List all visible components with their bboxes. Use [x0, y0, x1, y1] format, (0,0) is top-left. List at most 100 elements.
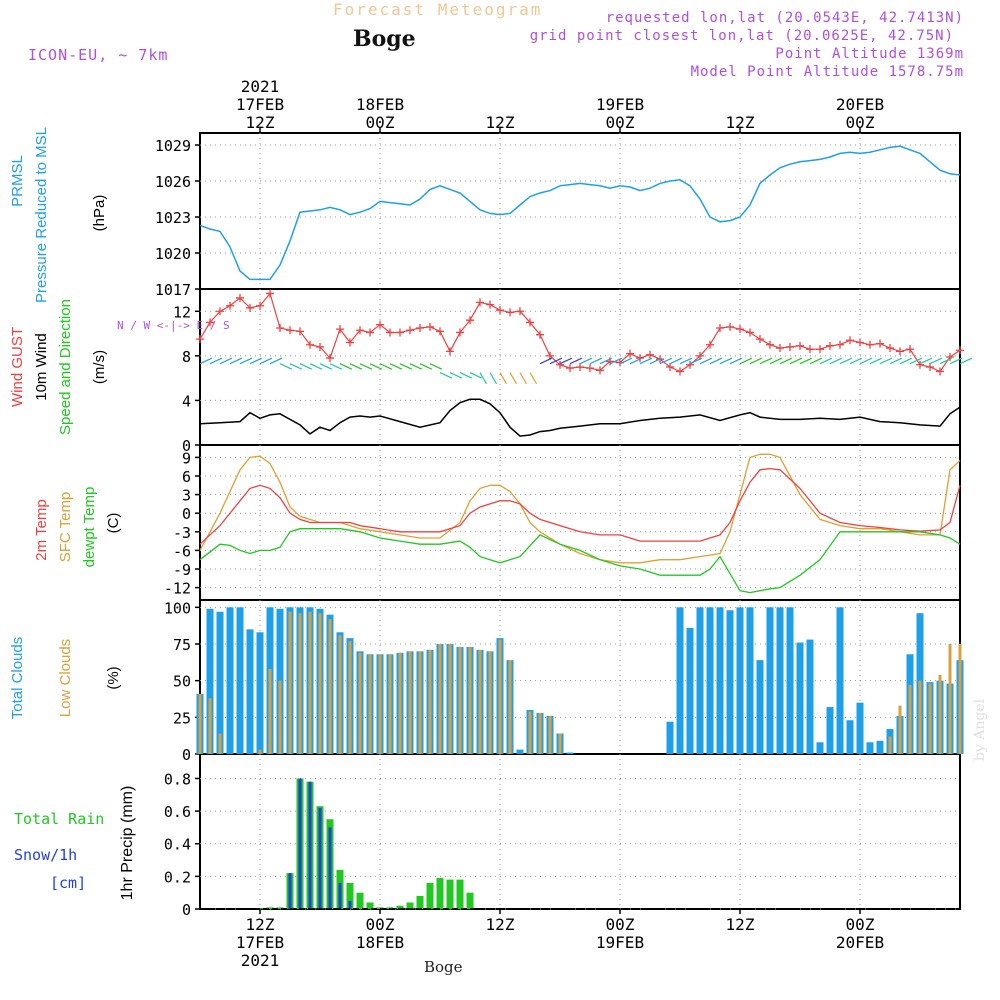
low-clouds-bar: [268, 668, 272, 754]
wind-arrow: [869, 357, 883, 365]
low-clouds-bar: [298, 613, 302, 754]
total-clouds-bar: [676, 607, 684, 754]
gust-marker: [886, 344, 894, 353]
wind-arrow: [719, 357, 733, 365]
rain-bar: [276, 907, 284, 909]
x-tick-label-bottom: 12Z: [726, 915, 755, 934]
low-clouds-bar: [378, 654, 382, 754]
requested-location: requested lon,lat (20.0543E, 42.7413N): [605, 10, 964, 26]
wind-arrow: [269, 357, 283, 365]
low-clouds-bar: [208, 698, 212, 754]
legend-snow: Snow/1h: [14, 846, 77, 864]
x-tick-label-top: 00Z: [366, 113, 395, 132]
y-tick-label: 1017: [155, 281, 191, 299]
x-tick-label-bottom: 00Z: [846, 915, 875, 934]
y-tick-label: 0.6: [164, 803, 191, 821]
ylabel-wind-gust: Wind GUST: [9, 327, 26, 407]
gust-marker: [296, 327, 304, 336]
wind-arrow: [429, 363, 443, 370]
wind-arrow: [899, 357, 913, 365]
y-tick-label: 1026: [155, 173, 191, 191]
snow-bar: [348, 900, 352, 909]
ylabel-percent: (%): [105, 666, 122, 689]
gust-marker: [196, 335, 204, 344]
gust-marker: [596, 366, 604, 375]
wind-arrow: [859, 357, 873, 365]
wind-arrow: [569, 357, 583, 365]
gust-marker: [646, 350, 654, 359]
rain-bar: [436, 878, 444, 909]
x-tick-label-top: 12Z: [486, 113, 515, 132]
gust-marker: [306, 340, 314, 349]
series-wind-gust: [199, 292, 961, 373]
y-tick-label: 0: [182, 746, 191, 764]
gust-marker: [516, 307, 524, 316]
wind-arrow: [779, 357, 793, 365]
y-tick-label: 0.2: [164, 868, 191, 886]
ylabel-sfc-temp: SFC Temp: [57, 492, 74, 563]
gust-marker: [756, 335, 764, 344]
low-clouds-bar: [198, 693, 202, 754]
low-clouds-bar: [468, 646, 472, 754]
wind-arrow: [909, 357, 923, 365]
total-clouds-bar: [696, 607, 704, 754]
total-clouds-bar: [856, 702, 864, 754]
panel-1: 1017 1020 1023 1026 1029: [155, 132, 961, 299]
y-tick-label: 75: [173, 636, 191, 654]
gust-marker: [346, 338, 354, 347]
panel-2: 0 4 8 12: [173, 288, 961, 455]
low-clouds-bar: [528, 711, 532, 754]
total-clouds-bar: [736, 607, 744, 754]
low-clouds-bar: [458, 646, 462, 754]
rain-bar: [426, 882, 434, 909]
wind-arrow: [219, 357, 233, 365]
legend-total-rain: Total Rain: [14, 810, 104, 828]
wind-arrow: [659, 357, 673, 365]
wind-arrow: [479, 372, 488, 385]
ylabel-total-clouds: Total Clouds: [9, 637, 26, 720]
rain-bar: [356, 892, 364, 909]
total-clouds-bar: [846, 720, 854, 754]
wind-arrow: [649, 357, 663, 365]
wind-arrow: [729, 357, 743, 365]
y-tick-label: -9: [173, 561, 191, 579]
gust-marker: [686, 360, 694, 369]
series-sfc-temp: [199, 453, 961, 564]
y-tick-label: 6: [182, 468, 191, 486]
y-tick-label: 50: [173, 673, 191, 691]
wind-arrow: [449, 372, 463, 379]
gust-marker: [446, 347, 454, 356]
wind-arrow: [699, 357, 713, 365]
gust-marker: [876, 339, 884, 348]
total-clouds-bar: [766, 607, 774, 754]
gust-marker: [396, 328, 404, 337]
low-clouds-bar: [438, 644, 442, 754]
low-clouds-bar: [898, 705, 902, 754]
y-tick-label: 0.8: [164, 770, 191, 788]
y-tick-label: -3: [173, 524, 191, 542]
gust-marker: [896, 347, 904, 356]
snow-bar: [338, 882, 342, 909]
x-tick-label-top: 00Z: [846, 113, 875, 132]
gust-marker: [356, 326, 364, 335]
total-clouds-bar: [666, 721, 674, 754]
ylabel-pressure: Pressure Reduced to MSL: [33, 127, 50, 303]
wind-arrow: [459, 372, 473, 379]
low-clouds-bar: [308, 611, 312, 754]
low-clouds-bar: [958, 644, 962, 754]
x-tick-label-bottom: 00Z: [366, 915, 395, 934]
total-clouds-bar: [756, 660, 764, 754]
wind-arrow: [539, 357, 553, 365]
y-tick-label: 3: [182, 487, 191, 505]
wind-arrow: [929, 357, 943, 365]
gust-marker: [716, 324, 724, 332]
low-clouds-bar: [328, 619, 332, 754]
wind-arrow: [879, 357, 893, 365]
wind-arrow: [439, 372, 453, 379]
low-clouds-bar: [908, 685, 912, 754]
low-clouds-bar: [488, 651, 492, 754]
rain-bar: [366, 902, 374, 909]
y-tick-label: 4: [182, 392, 191, 410]
wind-arrow: [849, 357, 863, 365]
